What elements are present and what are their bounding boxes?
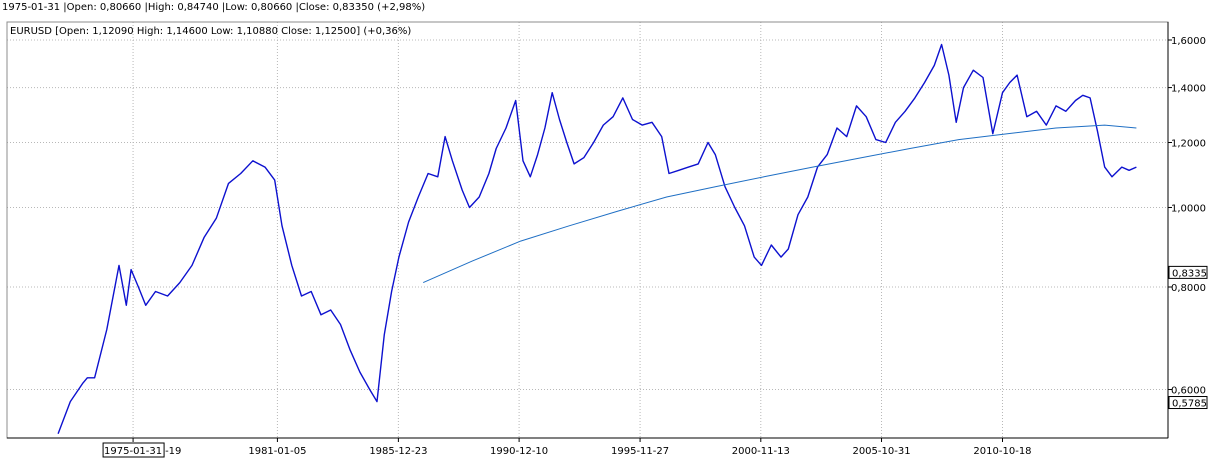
price-markers: 0,8335 0,5785 xyxy=(1168,265,1208,410)
x-tick-label: 2000-11-13 xyxy=(732,446,790,457)
x-tick-label: 2010-10-18 xyxy=(973,446,1031,457)
plot-area-frame xyxy=(6,21,1169,439)
bar-info-readout: 1975-01-31 |Open: 0,80660 |High: 0,84740… xyxy=(2,2,426,13)
x-tick-label: 2005-10-31 xyxy=(852,446,910,457)
moving-average-line xyxy=(422,124,1137,284)
x-axis-ticks: 1975-01-31 1981-01-05 1985-12-23 1990-12-10… xyxy=(104,438,1032,457)
x-cursor-box xyxy=(102,442,165,458)
x-tick-label: 1995-11-27 xyxy=(611,446,669,457)
y-tick-label: 1,4000 xyxy=(1171,84,1206,95)
x-tick-label: 1985-12-23 xyxy=(369,446,427,457)
y-tick-label: 1,2000 xyxy=(1171,139,1206,150)
series-legend: EURUSD [Open: 1,12090 High: 1,14600 Low:… xyxy=(10,26,411,37)
price-marker-label: 0,5785 xyxy=(1172,399,1207,410)
y-axis-ticks: 0,6000 0,8000 1,0000 1,2000 1,4000 1,6000 xyxy=(1168,36,1206,397)
y-tick-label: 0,8000 xyxy=(1171,283,1206,294)
price-marker-label: 0,8335 xyxy=(1172,268,1207,279)
series-layer xyxy=(57,43,1137,434)
y-tick-label: 0,6000 xyxy=(1171,386,1206,397)
x-cursor: 1975-01-31 -19 xyxy=(102,442,181,458)
price-marker: 0,5785 xyxy=(1168,396,1208,410)
y-tick-label: 1,0000 xyxy=(1171,203,1206,214)
price-marker: 0,8335 xyxy=(1168,265,1208,279)
y-tick-label: 1,6000 xyxy=(1171,36,1206,47)
chart-grid xyxy=(7,22,1168,438)
x-cursor-hidden-suffix: -19 xyxy=(165,446,181,457)
price-marker-box xyxy=(1168,265,1208,279)
x-tick-label: 1990-12-10 xyxy=(490,446,548,457)
price-marker-box xyxy=(1168,396,1208,410)
x-cursor-label: 1975-01-31 xyxy=(104,446,162,457)
x-tick-label: 1981-01-05 xyxy=(248,446,306,457)
price-series-line xyxy=(57,43,1137,434)
